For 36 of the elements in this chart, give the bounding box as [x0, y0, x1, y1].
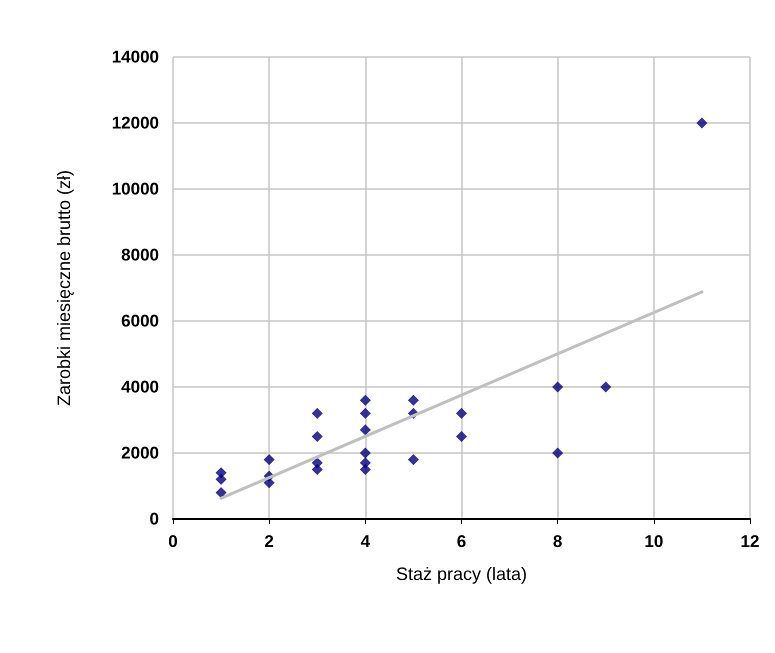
point	[216, 487, 227, 498]
x-tick-label: 0	[168, 532, 178, 551]
x-tick-label: 8	[552, 532, 562, 551]
point	[408, 454, 419, 466]
point	[408, 394, 419, 406]
x-tick-label: 12	[740, 532, 760, 551]
point	[456, 431, 467, 442]
point	[552, 448, 564, 458]
point	[264, 454, 275, 466]
y-tick-label: 2000	[121, 444, 159, 462]
point	[312, 464, 323, 475]
point	[696, 118, 708, 128]
y-tick-label: 4000	[121, 378, 159, 396]
point	[552, 382, 564, 392]
y-axis-title: Zarobki miesięczne brutto (zł)	[54, 170, 74, 406]
x-tick-label: 6	[456, 532, 466, 551]
x-tick-label: 10	[644, 532, 664, 551]
point	[360, 464, 371, 475]
point	[600, 382, 612, 392]
point	[312, 431, 323, 442]
point	[216, 474, 227, 485]
y-tick-label: 0	[150, 510, 159, 528]
y-tick-label: 6000	[121, 312, 159, 330]
x-tick-label: 2	[264, 532, 274, 551]
y-tick-label: 10000	[112, 180, 159, 198]
x-axis-title: Staż pracy (lata)	[396, 564, 528, 584]
y-tick-label: 8000	[121, 246, 159, 264]
point	[360, 448, 371, 458]
point	[360, 394, 371, 406]
point	[360, 408, 371, 419]
point	[312, 408, 323, 419]
point	[456, 408, 467, 419]
point	[360, 424, 371, 436]
y-tick-label: 12000	[112, 114, 159, 132]
y-tick-label: 14000	[112, 48, 159, 66]
x-tick-label: 4	[360, 532, 371, 551]
